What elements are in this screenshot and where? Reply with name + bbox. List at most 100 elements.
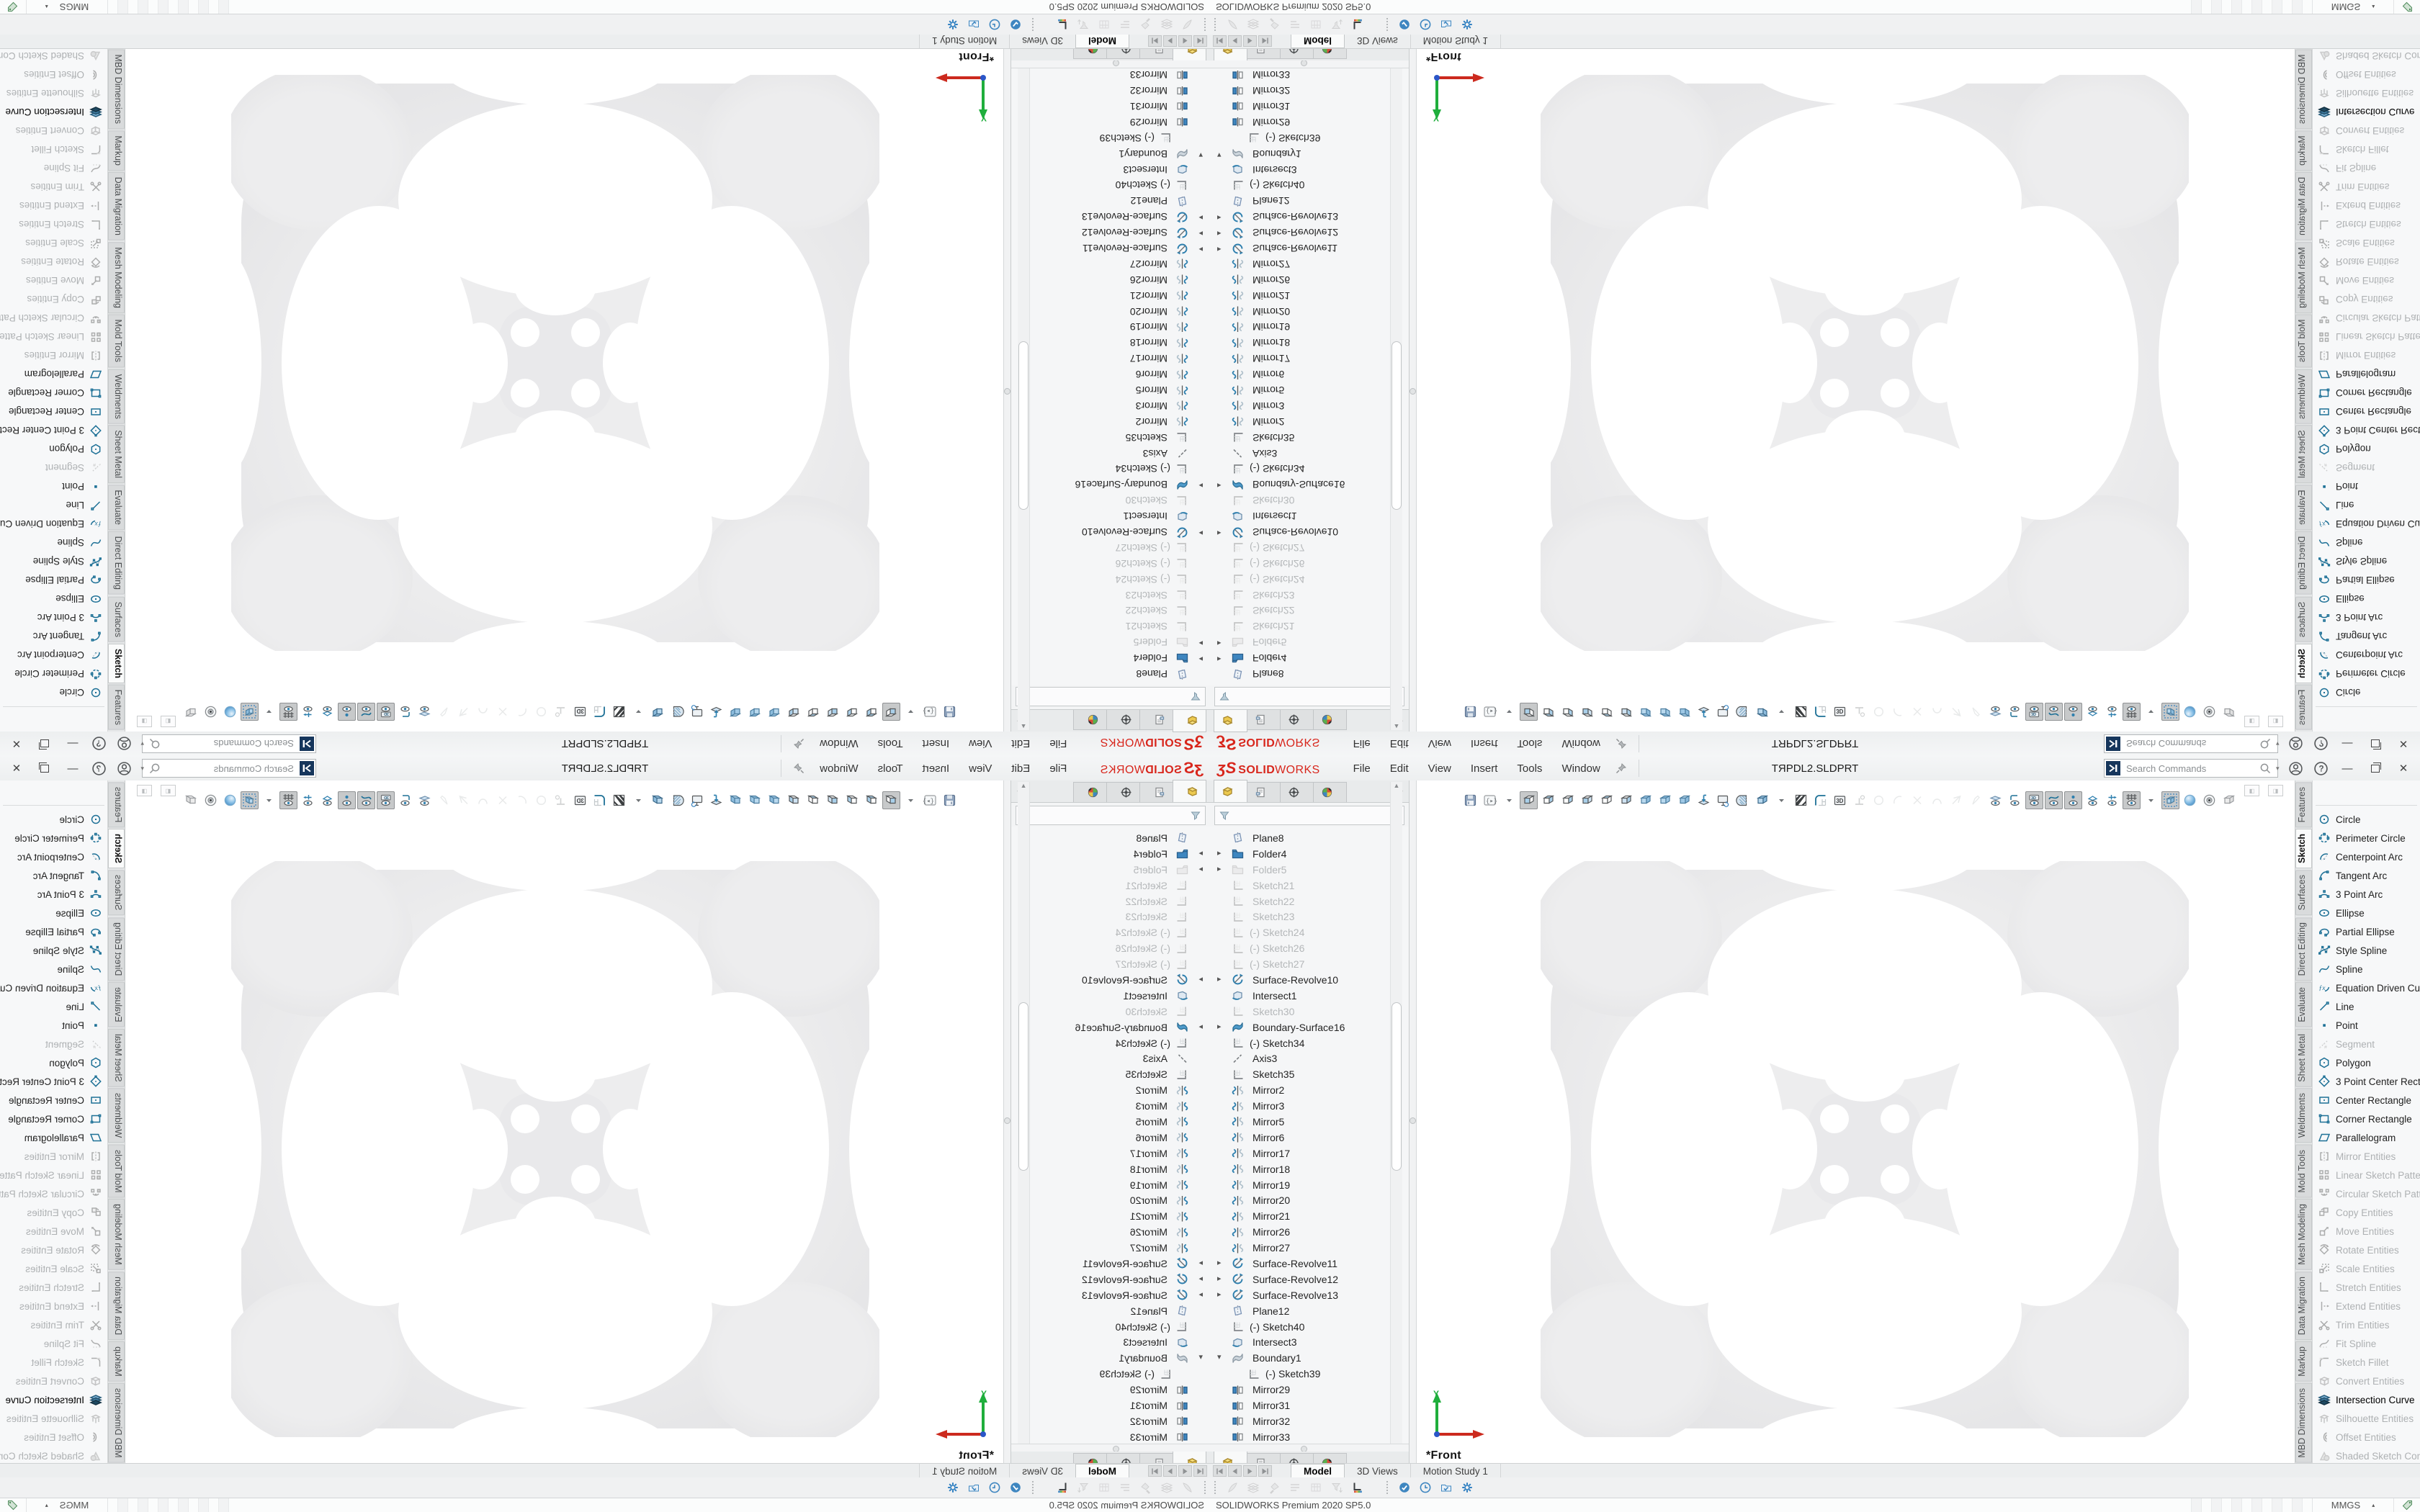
close-button[interactable]: ✕ (2398, 737, 2408, 750)
tree-row[interactable]: Mirror29 (1210, 114, 1409, 130)
tree-row[interactable]: ▸ Folder5 (1210, 862, 1409, 878)
tree-row[interactable]: Mirror31 (1210, 1398, 1409, 1413)
lower-toolbar-button[interactable] (1225, 17, 1240, 32)
scrollbar-thumb[interactable] (1392, 1002, 1402, 1171)
expand-arrow-icon[interactable]: ▸ (1217, 1022, 1222, 1031)
hud-button[interactable] (2045, 703, 2063, 721)
document-tab[interactable]: 3D Views (1345, 34, 1411, 48)
tree-row[interactable]: Mirror17 (1210, 1146, 1409, 1161)
sketch-tool-item[interactable]: Convert Entities (0, 1372, 107, 1390)
lower-toolbar-button[interactable] (987, 1480, 1002, 1495)
tree-row[interactable]: ▸ Surface-Revolve10 (1210, 972, 1409, 988)
hud-button[interactable]: {▸} (921, 703, 939, 721)
tree-row[interactable]: Sketch22 (1011, 894, 1210, 909)
tree-scrollbar[interactable]: ▲ ▼ (1018, 782, 1030, 1462)
pin-icon[interactable] (1615, 762, 1627, 775)
lower-toolbar-button[interactable] (1350, 17, 1365, 32)
tree-row[interactable]: ▸ Surface-Revolve10 (1210, 524, 1409, 540)
document-tab[interactable]: Model (1291, 1464, 1345, 1478)
lower-toolbar-button[interactable] (967, 1480, 981, 1495)
sketch-tool-item[interactable]: Circle (2313, 810, 2420, 829)
commandmanager-tab[interactable]: Mesh Modeling (2295, 242, 2312, 313)
hud-button[interactable] (2006, 703, 2024, 721)
commandmanager-tab[interactable]: Surfaces (2295, 596, 2312, 642)
sketch-tool-item[interactable]: Parallelogram (2313, 365, 2420, 384)
split-pane-button[interactable]: ◨ (2268, 716, 2283, 727)
sketch-tool-item[interactable]: Corner Rectangle (2313, 384, 2420, 402)
panel-vertical-splitter[interactable] (1410, 49, 1417, 732)
sketch-tool-item[interactable]: Silhouette Entities (0, 84, 107, 103)
hud-button[interactable] (863, 791, 881, 809)
hud-button[interactable] (2064, 791, 2082, 809)
document-tab[interactable]: Motion Study 1 (919, 34, 1010, 48)
tree-row[interactable]: Sketch21 (1011, 878, 1210, 894)
panel-tab[interactable] (1313, 710, 1347, 730)
panel-tab[interactable] (1106, 782, 1140, 802)
commandmanager-tab[interactable]: Mesh Modeling (2295, 1199, 2312, 1270)
document-tab[interactable]: Motion Study 1 (1410, 34, 1501, 48)
sketch-tool-item[interactable]: 3 Point Arc (0, 608, 107, 627)
tree-row[interactable]: Sketch35 (1210, 1066, 1409, 1082)
sketch-tool-item[interactable]: Silhouette Entities (2313, 84, 2420, 103)
hud-button[interactable] (2064, 703, 2082, 721)
hud-button[interactable]: 3D (2025, 791, 2043, 809)
hud-button[interactable] (629, 703, 647, 721)
panel-tab[interactable] (1214, 710, 1247, 732)
panel-tab[interactable] (1247, 1453, 1281, 1463)
hud-button[interactable] (1850, 791, 1868, 809)
hud-button[interactable] (1734, 703, 1752, 721)
hud-button[interactable] (1675, 791, 1693, 809)
tree-row[interactable]: Sketch35 (1011, 430, 1210, 446)
menu-item[interactable]: Tools (1517, 762, 1543, 775)
commandmanager-tab[interactable]: Direct Editing (2295, 531, 2312, 595)
tree-row[interactable]: Mirror2 (1210, 414, 1409, 430)
hud-button[interactable] (1597, 791, 1615, 809)
sketch-tool-item[interactable]: Point (2313, 477, 2420, 496)
sketch-tool-item[interactable]: Shaded Sketch Cont... (0, 1446, 107, 1463)
custom-properties-tag-icon[interactable] (2393, 1498, 2420, 1512)
sketch-tool-item[interactable]: Spline (0, 960, 107, 978)
tree-filter-input[interactable] (1214, 687, 1404, 706)
commandmanager-tab[interactable]: Markup (2295, 1341, 2312, 1382)
sketch-tool-item[interactable]: Offset Entities (2313, 1428, 2420, 1446)
close-button[interactable]: ✕ (2398, 762, 2408, 775)
sketch-tool-item[interactable]: Rotate Entities (2313, 253, 2420, 271)
lower-toolbar-button[interactable] (987, 17, 1002, 32)
sketch-tool-item[interactable]: Move Entities (2313, 271, 2420, 290)
panel-horizontal-splitter[interactable] (1011, 1444, 1210, 1452)
hud-button[interactable] (532, 791, 550, 809)
hud-button[interactable] (824, 791, 842, 809)
menu-item[interactable]: Window (820, 762, 859, 775)
sketch-tool-item[interactable]: Linear Sketch Pattern (2313, 1166, 2420, 1184)
hud-button[interactable] (1675, 703, 1693, 721)
sketch-tool-item[interactable]: ƒx Equation Driven Curve (2313, 978, 2420, 997)
commandmanager-tab[interactable]: Direct Editing (108, 531, 125, 595)
panel-tab[interactable] (1139, 49, 1173, 59)
hud-button[interactable] (2006, 791, 2024, 809)
model-silhouette[interactable] (231, 861, 879, 1437)
commandmanager-tab[interactable]: Weldments (108, 369, 125, 424)
toolbar-drag-handle[interactable] (1204, 1481, 1206, 1494)
hud-button[interactable] (1656, 791, 1674, 809)
tree-row[interactable]: Mirror27 (1011, 1240, 1210, 1256)
hud-button[interactable] (493, 791, 511, 809)
hud-button[interactable] (727, 703, 745, 721)
hud-button[interactable] (2084, 703, 2102, 721)
tab-nav-button[interactable] (1213, 35, 1227, 47)
hud-button[interactable] (1986, 791, 2004, 809)
hud-button[interactable] (1617, 791, 1635, 809)
tree-row[interactable]: Intersect1 (1210, 508, 1409, 524)
lower-toolbar-button[interactable] (1439, 1480, 1453, 1495)
tree-row[interactable]: (-) Sketch24 (1011, 572, 1210, 588)
sketch-tool-item[interactable]: Polygon (2313, 1053, 2420, 1072)
tree-row[interactable]: ▸ Boundary-Surface16 (1011, 1020, 1210, 1035)
tree-row[interactable]: ▸ Surface-Revolve11 (1210, 240, 1409, 256)
panel-tab[interactable] (1214, 1452, 1247, 1463)
tree-row[interactable]: Intersect1 (1210, 988, 1409, 1004)
lower-toolbar-button[interactable] (1288, 1480, 1302, 1495)
scroll-up-icon[interactable]: ▲ (1393, 782, 1400, 789)
sketch-tool-item[interactable]: ƒx Equation Driven Curve (0, 515, 107, 534)
commandmanager-tab[interactable]: Surfaces (108, 870, 125, 916)
hud-button[interactable] (785, 791, 803, 809)
hud-button[interactable] (1928, 791, 1946, 809)
